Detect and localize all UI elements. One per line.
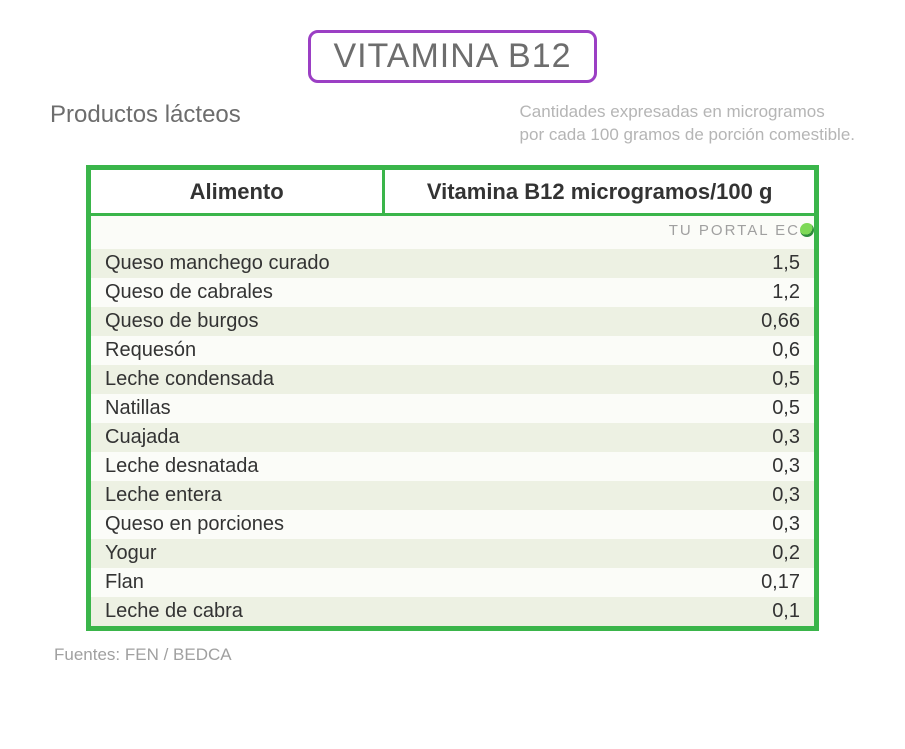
cell-food: Leche entera [91,481,384,510]
cell-food: Leche condensada [91,365,384,394]
table-row: Leche desnatada0,3 [91,452,814,481]
table-body: TU PORTAL EC Queso manchego curado1,5Que… [91,215,814,627]
cell-food: Leche de cabra [91,597,384,626]
units-note-line2: por cada 100 gramos de porción comestibl… [520,125,855,144]
table-row: Queso manchego curado1,5 [91,249,814,278]
table-row: Queso de cabrales1,2 [91,278,814,307]
globe-icon [800,223,814,237]
cell-value: 0,3 [384,510,814,539]
cell-food: Flan [91,568,384,597]
cell-food: Queso de burgos [91,307,384,336]
watermark-row: TU PORTAL EC [91,215,814,250]
nutrition-table-wrap: Alimento Vitamina B12 microgramos/100 g … [86,165,819,632]
cell-value: 0,6 [384,336,814,365]
units-note: Cantidades expresadas en microgramos por… [520,101,855,147]
cell-food: Queso manchego curado [91,249,384,278]
table-row: Leche entera0,3 [91,481,814,510]
cell-food: Leche desnatada [91,452,384,481]
table-header-row: Alimento Vitamina B12 microgramos/100 g [91,170,814,215]
table-row: Leche de cabra0,1 [91,597,814,626]
page-title-badge: VITAMINA B12 [308,30,596,83]
table-row: Cuajada0,3 [91,423,814,452]
cell-food: Yogur [91,539,384,568]
table-row: Leche condensada0,5 [91,365,814,394]
table-row: Queso de burgos0,66 [91,307,814,336]
cell-value: 0,3 [384,481,814,510]
table-row: Requesón0,6 [91,336,814,365]
col-header-food: Alimento [91,170,384,215]
cell-value: 0,3 [384,423,814,452]
table-row: Natillas0,5 [91,394,814,423]
nutrition-table: Alimento Vitamina B12 microgramos/100 g … [91,170,814,627]
sources-footer: Fuentes: FEN / BEDCA [54,645,855,665]
table-row: Flan0,17 [91,568,814,597]
watermark-text: TU PORTAL EC [669,222,800,239]
cell-value: 0,1 [384,597,814,626]
cell-value: 0,3 [384,452,814,481]
table-row: Queso en porciones0,3 [91,510,814,539]
cell-food: Queso en porciones [91,510,384,539]
cell-food: Queso de cabrales [91,278,384,307]
cell-value: 0,5 [384,365,814,394]
category-subtitle: Productos lácteos [50,101,241,129]
subhead-row: Productos lácteos Cantidades expresadas … [50,101,855,147]
cell-value: 1,5 [384,249,814,278]
units-note-line1: Cantidades expresadas en microgramos [520,102,825,121]
cell-value: 0,66 [384,307,814,336]
cell-value: 0,2 [384,539,814,568]
cell-food: Cuajada [91,423,384,452]
cell-value: 0,17 [384,568,814,597]
cell-value: 0,5 [384,394,814,423]
col-header-value: Vitamina B12 microgramos/100 g [384,170,814,215]
cell-food: Natillas [91,394,384,423]
cell-food: Requesón [91,336,384,365]
table-row: Yogur0,2 [91,539,814,568]
cell-value: 1,2 [384,278,814,307]
